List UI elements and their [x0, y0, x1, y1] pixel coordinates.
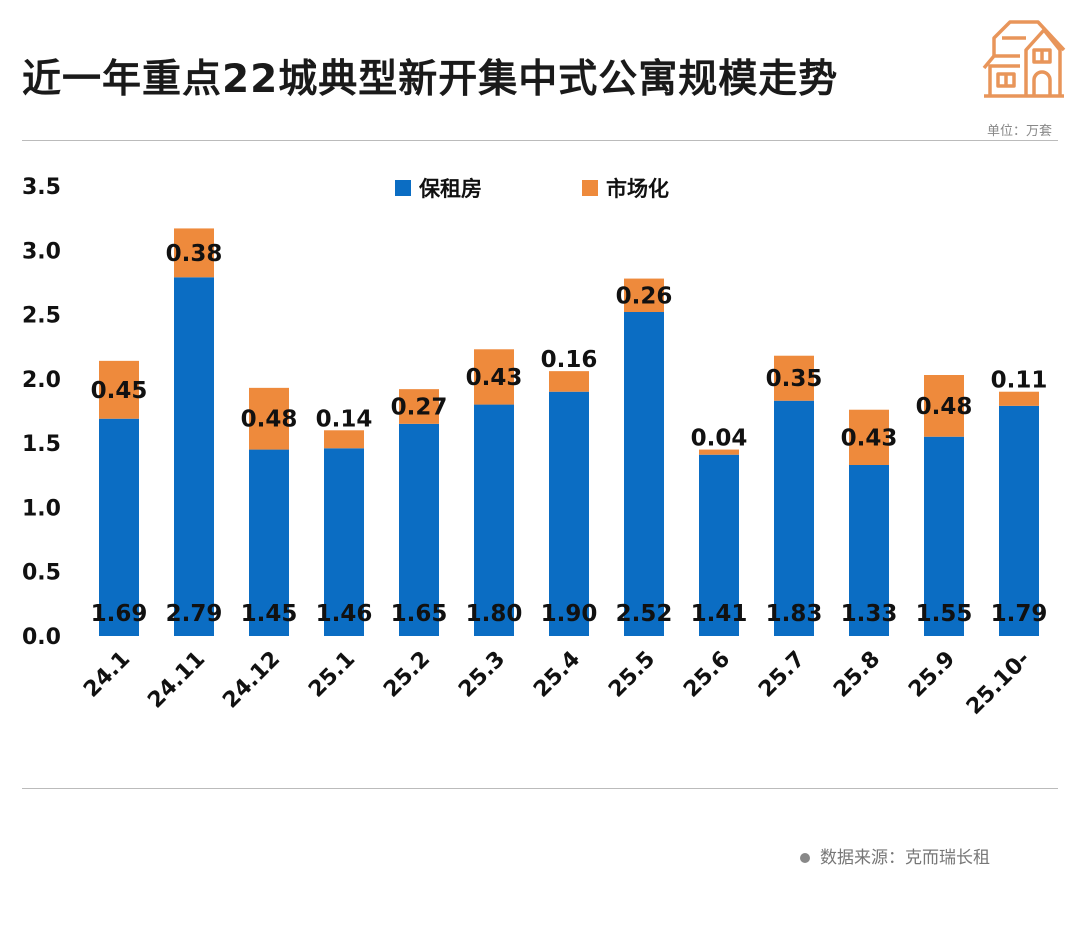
data-label-baozufang: 1.80	[466, 601, 523, 627]
top-divider	[22, 140, 1058, 141]
bar-segment-shichanghua	[774, 355, 814, 401]
bar-segment-shichanghua	[399, 389, 439, 424]
legend-label: 市场化	[606, 177, 669, 201]
x-tick-label: 24.1	[79, 647, 135, 703]
x-tick-label: 25.6	[679, 647, 735, 703]
bar-segment-shichanghua	[324, 430, 364, 449]
data-label-shichanghua: 0.43	[841, 425, 898, 451]
data-label-shichanghua: 0.48	[916, 394, 973, 420]
bar-segment-baozufang	[399, 423, 439, 636]
bar-segment-shichanghua	[549, 371, 589, 392]
data-label-baozufang: 1.65	[391, 601, 448, 627]
legend-label: 保租房	[418, 177, 482, 201]
source-note: 数据来源：克而瑞长租	[800, 843, 990, 868]
data-label-shichanghua: 0.14	[316, 406, 373, 432]
bar-segment-shichanghua	[849, 409, 889, 465]
data-label-baozufang: 1.69	[91, 601, 148, 627]
data-label-baozufang: 1.79	[991, 601, 1048, 627]
x-tick-label: 24.12	[218, 647, 285, 714]
data-label-baozufang: 1.55	[916, 601, 973, 627]
data-label-shichanghua: 0.26	[616, 283, 673, 309]
x-tick-label: 25.4	[529, 647, 585, 703]
y-tick-label: 0.0	[22, 625, 61, 650]
y-tick-label: 3.0	[22, 239, 61, 264]
bar-segment-baozufang	[249, 449, 289, 636]
x-tick-label: 24.11	[143, 647, 210, 714]
data-label-baozufang: 2.52	[616, 601, 673, 627]
legend-swatch	[582, 180, 598, 196]
data-label-shichanghua: 0.48	[241, 407, 298, 433]
bar-segment-shichanghua	[624, 278, 664, 312]
bar-segment-baozufang	[699, 454, 739, 636]
bullet-icon	[800, 853, 810, 863]
x-tick-label: 25.3	[454, 647, 510, 703]
y-tick-label: 2.5	[22, 304, 61, 329]
bar-segment-shichanghua	[99, 360, 139, 419]
bar-segment-baozufang	[174, 277, 214, 636]
data-label-baozufang: 1.41	[691, 601, 748, 627]
source-text: 数据来源：克而瑞长租	[820, 848, 990, 868]
x-tick-label: 25.9	[904, 647, 960, 703]
bar-segment-baozufang	[774, 400, 814, 636]
bar-segment-shichanghua	[174, 228, 214, 278]
data-label-shichanghua: 0.27	[391, 395, 448, 421]
page-title: 近一年重点22城典型新开集中式公寓规模走势	[22, 57, 839, 102]
data-label-shichanghua: 0.38	[166, 241, 223, 267]
data-label-shichanghua: 0.11	[991, 368, 1048, 394]
bar-segment-baozufang	[549, 391, 589, 636]
x-tick-label: 25.1	[304, 647, 360, 703]
data-label-baozufang: 2.79	[166, 601, 223, 627]
data-label-shichanghua: 0.16	[541, 347, 598, 373]
data-label-shichanghua: 0.43	[466, 365, 523, 391]
bar-segment-baozufang	[624, 312, 664, 636]
unit-label: 单位：万套	[986, 124, 1052, 139]
data-label-shichanghua: 0.04	[691, 426, 748, 452]
data-label-baozufang: 1.90	[541, 601, 598, 627]
bottom-divider	[22, 788, 1058, 789]
bar-segment-baozufang	[849, 465, 889, 636]
bar-segment-baozufang	[324, 448, 364, 636]
bar-segment-baozufang	[999, 405, 1039, 636]
data-label-shichanghua: 0.35	[766, 366, 823, 392]
data-label-baozufang: 1.33	[841, 601, 898, 627]
stacked-bar-chart: 0.0 0.5 1.0 1.5 2.0 2.5 3.0 3.5 保租房 市场化 1.69 0.45 24…	[22, 175, 1048, 720]
x-tick-label: 25.7	[754, 647, 810, 703]
bar-segment-shichanghua	[924, 375, 964, 437]
y-tick-label: 1.0	[22, 496, 61, 521]
data-label-baozufang: 1.45	[241, 601, 298, 627]
y-tick-label: 3.5	[22, 175, 61, 200]
x-tick-label: 25.10-	[962, 647, 1035, 720]
data-label-baozufang: 1.83	[766, 601, 823, 627]
bar-segment-baozufang	[474, 404, 514, 636]
bar-segment-shichanghua	[474, 349, 514, 405]
data-label-baozufang: 1.46	[316, 601, 373, 627]
x-tick-label: 25.5	[604, 647, 660, 703]
y-tick-label: 0.5	[22, 561, 61, 586]
bar-segment-shichanghua	[999, 391, 1039, 406]
data-label-shichanghua: 0.45	[91, 378, 148, 404]
bar-segment-baozufang	[924, 436, 964, 636]
y-tick-label: 1.5	[22, 432, 61, 457]
house-icon	[982, 20, 1066, 98]
x-tick-label: 25.2	[379, 647, 435, 703]
bar-segment-shichanghua	[249, 387, 289, 450]
bar-segment-baozufang	[99, 418, 139, 636]
bar-segment-shichanghua	[699, 449, 739, 455]
x-tick-label: 25.8	[829, 647, 885, 703]
y-tick-label: 2.0	[22, 368, 61, 393]
legend-swatch	[395, 180, 411, 196]
